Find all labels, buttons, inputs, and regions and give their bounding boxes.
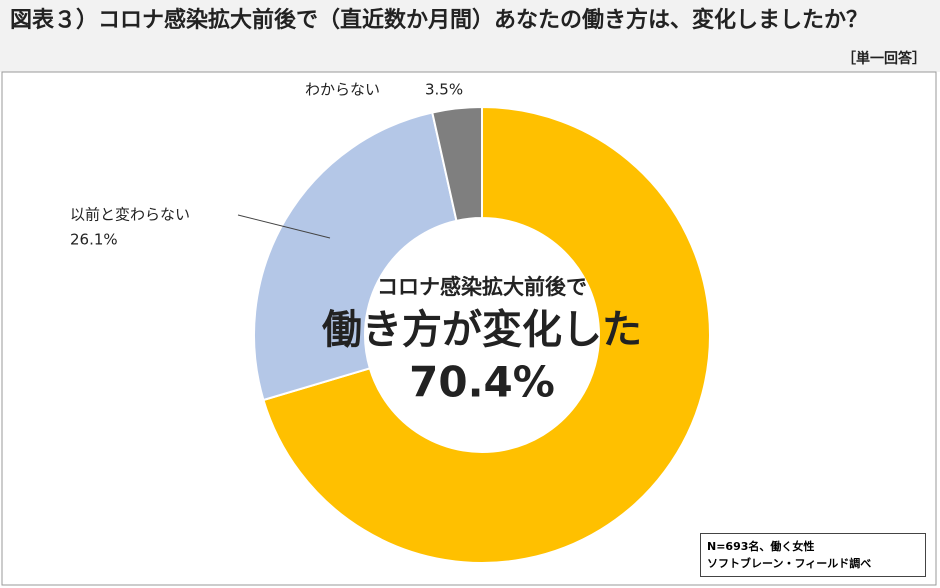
donut-slice	[253, 111, 458, 402]
donut-slice	[262, 105, 711, 564]
category-label: 以前と変わらない	[70, 206, 190, 224]
title-bar: 図表３）コロナ感染拡大前後で（直近数か月間）あなたの働き方は、変化しましたか？ …	[0, 0, 940, 72]
note: N=693名、働く女性	[707, 540, 815, 553]
note-box: N=693名、働く女性 ソフトブレーン・フィールド調べ	[700, 533, 926, 577]
value-label: 26.1%	[70, 231, 118, 249]
value-label: 3.5%	[425, 81, 463, 99]
note: ソフトブレーン・フィールド調べ	[707, 557, 872, 570]
chart-title: 図表３）コロナ感染拡大前後で（直近数か月間）あなたの働き方は、変化しましたか？	[10, 8, 869, 33]
subtitle: ［単一回答］	[842, 51, 926, 67]
center-value: 70.4%	[409, 358, 555, 407]
center-category: 働き方が変化した	[322, 307, 642, 353]
leader-line	[237, 214, 331, 239]
chart-frame	[1, 71, 937, 586]
center-caption: コロナ感染拡大前後で	[377, 275, 587, 299]
donut-slice	[431, 105, 483, 223]
category-label: わからない	[305, 81, 380, 99]
